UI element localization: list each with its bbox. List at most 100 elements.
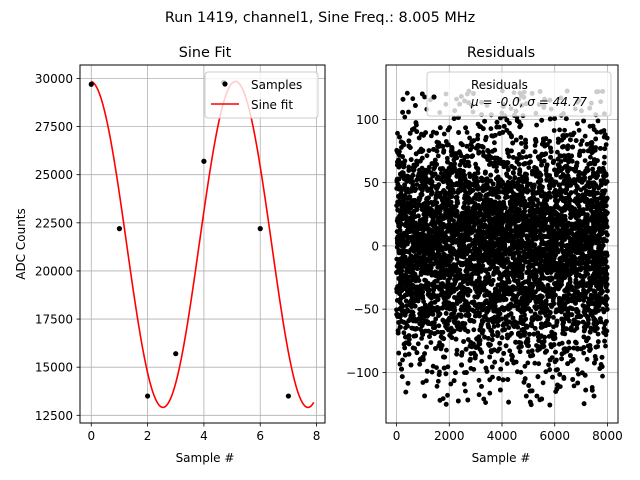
residual-point — [410, 96, 416, 102]
residual-point — [527, 153, 533, 159]
residual-point — [500, 189, 506, 195]
residual-point — [424, 378, 429, 384]
sample-point — [201, 158, 207, 164]
residual-point — [507, 348, 513, 354]
y-tick-label: 30000 — [35, 72, 73, 86]
residual-point — [424, 344, 429, 350]
residual-point — [575, 121, 580, 127]
residual-point — [414, 182, 420, 188]
sample-point — [116, 226, 123, 232]
residual-point — [395, 130, 400, 136]
residual-point — [565, 143, 571, 149]
residual-point — [504, 361, 510, 366]
residual-point — [588, 154, 593, 160]
y-tick-label: 20000 — [35, 264, 73, 278]
residual-point — [598, 195, 603, 201]
residual-point — [442, 365, 447, 371]
residual-point — [603, 142, 609, 148]
x-tick-label: 0 — [87, 429, 95, 443]
residual-point — [483, 400, 488, 405]
residual-point — [476, 377, 482, 383]
x-tick-label: 6 — [256, 429, 264, 443]
x-tick-label: 4 — [200, 429, 208, 443]
residual-point — [602, 154, 607, 160]
sine-fit-title: Sine Fit — [179, 45, 232, 61]
residual-point — [536, 361, 542, 367]
residual-point — [545, 282, 551, 288]
residual-point — [489, 337, 495, 343]
residual-point — [587, 329, 593, 335]
x-tick-label: 8 — [313, 429, 321, 443]
residual-point — [532, 360, 538, 366]
residual-point — [471, 327, 477, 333]
residual-point — [479, 358, 485, 364]
residual-point — [574, 367, 580, 372]
residual-point — [491, 324, 497, 329]
residual-point — [557, 127, 562, 133]
residual-point — [454, 347, 460, 353]
sine-fit-plot-area — [88, 79, 315, 409]
y-tick-label: 27500 — [35, 120, 73, 134]
residual-point — [500, 327, 505, 333]
residuals-panel: Residuals 0 2000 4000 6000 8000−100−50050100… — [346, 45, 623, 465]
residual-point — [429, 133, 434, 139]
residual-point — [426, 164, 432, 170]
residual-point — [476, 392, 482, 398]
residual-point — [604, 238, 609, 244]
residual-point — [532, 311, 538, 317]
sample-point — [285, 393, 291, 399]
residual-point — [522, 171, 528, 177]
residual-point — [511, 303, 517, 309]
residual-point — [435, 378, 441, 384]
residual-point — [434, 383, 440, 389]
y-tick-label: 12500 — [35, 409, 73, 423]
residual-point — [517, 349, 523, 355]
residual-point — [435, 153, 441, 159]
residual-point — [578, 142, 584, 147]
residual-point — [555, 140, 561, 145]
residual-point — [551, 324, 556, 330]
residual-point — [477, 124, 483, 129]
residual-point — [462, 381, 467, 387]
residual-point — [516, 152, 522, 157]
legend-samples-marker — [222, 81, 228, 87]
residual-point — [401, 330, 407, 336]
residual-point — [430, 363, 436, 369]
residual-point — [402, 114, 408, 120]
residual-point — [418, 326, 423, 332]
residual-point — [436, 323, 442, 329]
sample-point — [173, 351, 179, 357]
y-tick-label: 22500 — [35, 216, 73, 230]
legend-samples-label: Samples — [251, 78, 302, 92]
residual-point — [556, 163, 562, 169]
residual-point — [442, 189, 448, 195]
residual-point — [551, 315, 556, 320]
residual-point — [534, 122, 539, 128]
residual-point — [397, 361, 403, 367]
residual-point — [471, 367, 477, 372]
residual-point — [519, 155, 525, 160]
residual-point — [540, 380, 546, 386]
residual-point — [603, 343, 608, 349]
sine-fit-panel: Sine Fit 0 2 4 6 812500150001750020000225002… — [14, 45, 326, 465]
sine-fit-axes-frame — [79, 64, 326, 424]
residual-point — [510, 292, 516, 298]
residual-point — [475, 132, 481, 138]
residual-point — [562, 127, 567, 133]
residual-point — [492, 140, 497, 146]
residual-point — [419, 336, 424, 341]
residual-point — [412, 346, 418, 351]
residual-point — [428, 340, 434, 345]
residual-point — [528, 159, 533, 165]
sine-fit-ylabel: ADC Counts — [14, 208, 28, 280]
residual-point — [543, 369, 549, 375]
residual-point — [582, 133, 588, 139]
residual-point — [584, 206, 590, 212]
residual-point — [512, 175, 518, 180]
residual-point — [488, 126, 494, 132]
residual-point — [465, 292, 471, 298]
residual-point — [523, 154, 529, 160]
residual-point — [507, 120, 512, 126]
residual-point — [505, 167, 511, 173]
